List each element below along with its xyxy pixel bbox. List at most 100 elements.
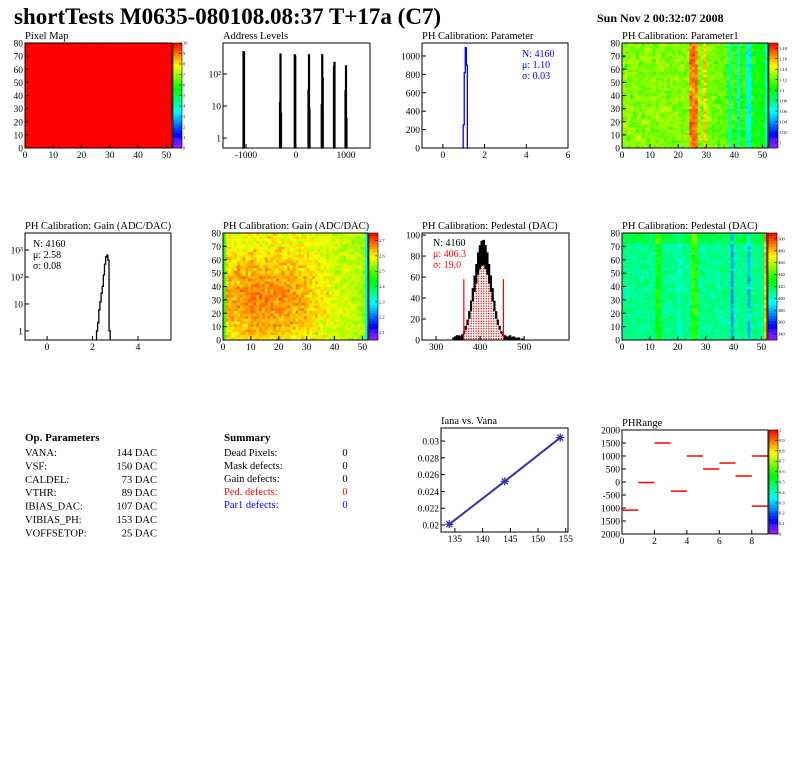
heatmap-cell <box>748 58 752 62</box>
heatmap-cell <box>650 134 654 138</box>
heatmap-cell <box>669 58 673 62</box>
heatmap-cell <box>253 297 257 301</box>
heatmap-cell <box>627 58 631 62</box>
heatmap-cell <box>64 124 68 128</box>
heatmap-cell <box>723 69 727 73</box>
heatmap-cell <box>655 48 659 52</box>
heatmap-cell <box>259 267 263 271</box>
heatmap-cell <box>135 140 139 144</box>
heatmap-cell <box>169 85 173 88</box>
heatmap-cell <box>672 95 676 99</box>
heatmap-cell <box>748 56 752 60</box>
heatmap-cell <box>121 108 125 112</box>
heatmap-cell <box>61 90 65 94</box>
heatmap-cell <box>70 111 74 115</box>
heatmap-cell <box>678 103 682 107</box>
heatmap-cell <box>53 103 57 107</box>
palette-swatch <box>173 124 182 128</box>
heatmap-cell <box>157 64 161 67</box>
heatmap-cell <box>239 241 243 244</box>
heatmap-cell <box>751 140 755 144</box>
heatmap-cell <box>627 74 631 78</box>
heatmap-cell <box>664 142 668 146</box>
heatmap-cell <box>709 50 713 54</box>
heatmap-cell <box>234 331 238 335</box>
heatmap-cell <box>630 129 634 133</box>
heatmap-cell <box>81 129 85 133</box>
heatmap-cell <box>638 50 642 54</box>
heatmap-cell <box>664 85 668 88</box>
heatmap-cell <box>737 100 741 104</box>
heatmap-cell <box>652 140 656 144</box>
heatmap-cell <box>90 124 94 128</box>
heatmap-cell <box>753 127 758 130</box>
heatmap-cell <box>725 56 729 60</box>
heatmap-cell <box>650 132 654 136</box>
heatmap-cell <box>61 48 65 52</box>
heatmap-cell <box>231 310 235 314</box>
heatmap-cell <box>56 129 60 133</box>
heatmap-cell <box>84 45 88 49</box>
heatmap-cell <box>115 111 119 115</box>
heatmap-cell <box>672 50 676 54</box>
heatmap-cell <box>56 87 60 91</box>
heatmap-cell <box>112 71 116 75</box>
heatmap-cell <box>169 124 173 128</box>
heatmap-cell <box>706 87 710 91</box>
heatmap-cell <box>67 134 71 138</box>
heatmap-cell <box>126 100 130 104</box>
heatmap-cell <box>157 142 161 146</box>
heatmap-cell <box>742 129 746 133</box>
heatmap-cell <box>56 58 60 62</box>
heatmap-cell <box>98 140 102 144</box>
heatmap-cell <box>748 43 752 46</box>
heatmap-cell <box>123 87 128 91</box>
heatmap-cell <box>132 108 136 112</box>
heatmap-cell <box>166 124 170 128</box>
heatmap-cell <box>231 294 235 298</box>
heatmap-cell <box>650 71 654 75</box>
heatmap-cell <box>104 87 108 91</box>
heatmap-cell <box>25 129 29 133</box>
heatmap-cell <box>126 69 130 73</box>
heatmap-cell <box>58 90 63 94</box>
heatmap-cell <box>98 132 102 136</box>
heatmap-cell <box>126 145 130 149</box>
heatmap-cell <box>641 82 645 86</box>
heatmap-cell <box>30 56 34 60</box>
heatmap-cell <box>92 79 96 83</box>
heatmap-cell <box>61 145 65 149</box>
heatmap-cell <box>666 119 671 123</box>
heatmap-cell <box>692 137 696 141</box>
heatmap-cell <box>73 87 77 91</box>
heatmap-cell <box>115 108 119 112</box>
heatmap-cell <box>700 56 704 60</box>
heatmap-cell <box>87 58 91 62</box>
heatmap-cell <box>627 50 631 54</box>
heatmap-cell <box>765 64 769 67</box>
heatmap-cell <box>41 50 46 54</box>
heatmap-cell <box>739 90 744 94</box>
heatmap-cell <box>33 132 37 136</box>
heatmap-cell <box>61 66 65 70</box>
heatmap-cell <box>728 90 732 94</box>
heatmap-cell <box>624 79 628 83</box>
heatmap-cell <box>78 74 82 78</box>
heatmap-cell <box>723 61 727 65</box>
heatmap-cell <box>53 90 57 94</box>
heatmap-cell <box>123 79 128 83</box>
heatmap-cell <box>709 79 713 83</box>
heatmap-cell <box>706 103 710 107</box>
heatmap-cell <box>223 286 227 290</box>
heatmap-cell <box>745 48 749 52</box>
heatmap-cell <box>720 127 724 130</box>
heatmap-cell <box>658 134 662 138</box>
heatmap-cell <box>706 108 710 112</box>
heatmap-cell <box>666 142 671 146</box>
histogram-bar <box>242 51 246 149</box>
heatmap-cell <box>700 77 704 81</box>
heatmap-cell <box>624 45 628 49</box>
heatmap-cell <box>711 69 715 73</box>
heatmap-cell <box>248 249 252 253</box>
heatmap-cell <box>157 127 161 130</box>
